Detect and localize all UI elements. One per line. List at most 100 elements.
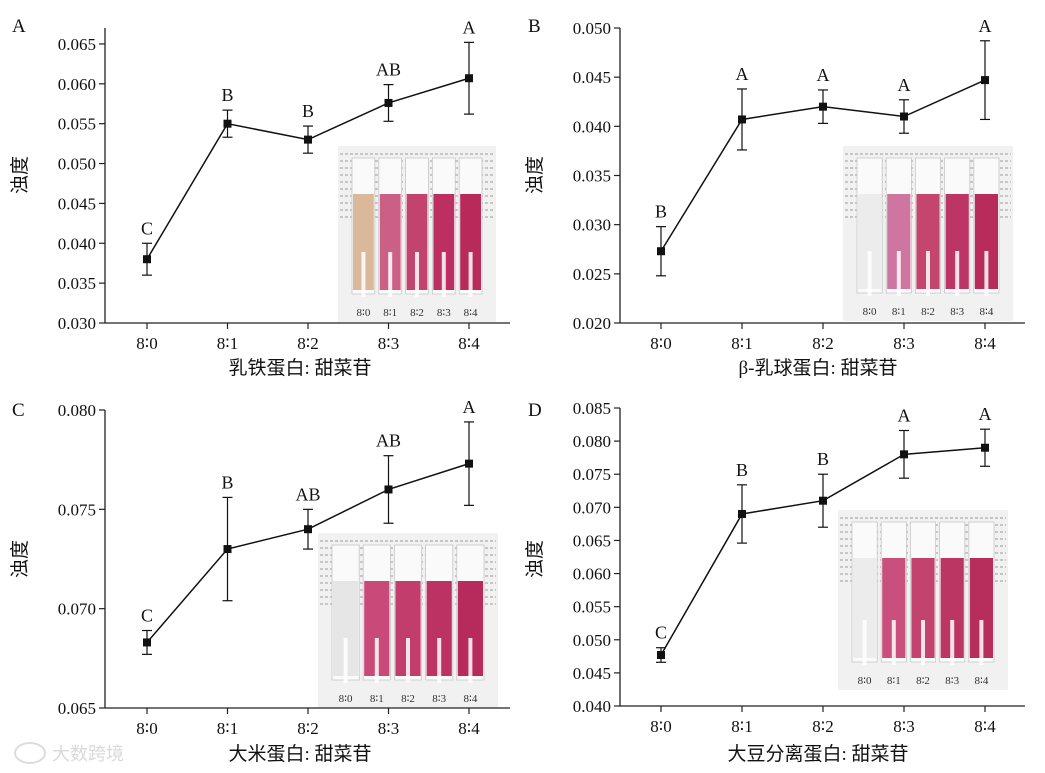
data-point: [143, 255, 151, 264]
y-tick-label: 0.060: [58, 75, 96, 94]
inset-tube-liquid: [858, 194, 882, 289]
inset-tube-holder: [867, 251, 872, 296]
inset-tube-liquid: [969, 558, 993, 658]
significance-letter: B: [817, 449, 829, 469]
data-point: [981, 76, 989, 85]
inset-label: 8∶1: [370, 693, 384, 705]
significance-letter: A: [463, 17, 476, 37]
data-point: [384, 98, 393, 107]
inset-tube-liquid: [853, 558, 877, 658]
inset-tube-holder: [361, 252, 366, 297]
inset-tube-liquid: [945, 194, 969, 289]
inset-tube-holder: [406, 638, 410, 683]
y-tick-label: 0.020: [573, 314, 611, 333]
panel-label: A: [12, 16, 26, 37]
significance-letter: A: [736, 64, 749, 84]
inset-tube-holder: [955, 251, 960, 296]
inset-tube-liquid: [940, 558, 964, 658]
y-tick-label: 0.045: [573, 664, 611, 683]
inset-tube-holder: [437, 638, 442, 683]
y-axis-label: 浊度: [524, 540, 546, 578]
inset-tube-liquid: [887, 194, 911, 289]
inset-tube-holder: [979, 620, 984, 665]
y-tick-label: 0.055: [573, 598, 611, 617]
x-tick-label: 8∶4: [458, 719, 480, 738]
y-axis-label: 浊度: [524, 156, 546, 194]
y-axis-label: 浊度: [9, 156, 31, 194]
x-tick-label: 8∶3: [893, 334, 914, 353]
panel-label: C: [12, 400, 25, 421]
data-point: [819, 496, 827, 505]
x-tick-label: 8∶1: [731, 334, 752, 353]
significance-letter: A: [463, 397, 476, 417]
inset-tube-holder: [415, 252, 419, 297]
significance-letter: AB: [376, 60, 401, 80]
y-tick-label: 0.060: [573, 565, 611, 584]
significance-letter: C: [141, 218, 153, 238]
inset-tube-liquid: [916, 194, 940, 289]
inset-label: 8∶4: [979, 306, 993, 318]
x-tick-label: 8∶2: [812, 334, 833, 353]
inset-tube-holder: [921, 620, 925, 665]
significance-letter: A: [979, 404, 992, 424]
significance-letter: AB: [295, 484, 320, 504]
inset-tube-holder: [896, 251, 901, 296]
x-tick-label: 8∶2: [812, 717, 833, 736]
x-tick-label: 8∶0: [136, 719, 157, 738]
significance-letter: C: [655, 623, 667, 643]
y-axis-label: 浊度: [9, 540, 31, 578]
panel-label: D: [528, 400, 542, 421]
y-tick-label: 0.080: [58, 401, 96, 420]
inset-tube-holder: [388, 252, 393, 297]
inset-photo-b: 8∶0 8∶1 8∶2 8∶3 8∶4: [843, 146, 1013, 321]
inset-tube-holder: [441, 252, 446, 297]
inset-tube-holder: [468, 638, 473, 683]
data-point: [143, 638, 151, 647]
inset-label: 8∶3: [950, 306, 964, 318]
y-tick-label: 0.035: [573, 167, 611, 186]
x-tick-label: 8∶4: [458, 334, 480, 353]
significance-letter: B: [302, 101, 314, 121]
inset-tube-liquid: [379, 194, 401, 290]
x-tick-label: 8∶0: [650, 717, 671, 736]
y-tick-label: 0.085: [573, 399, 611, 418]
x-axis-label: 大米蛋白: 甜菜苷: [228, 743, 371, 765]
y-tick-label: 0.055: [58, 115, 96, 134]
x-tick-label: 8∶0: [650, 334, 671, 353]
x-axis-label: β-乳球蛋白: 甜菜苷: [738, 357, 897, 379]
y-tick-label: 0.045: [573, 68, 611, 87]
data-point: [819, 102, 827, 111]
significance-letter: A: [817, 65, 830, 85]
inset-label: 8∶4: [464, 307, 478, 319]
data-point: [223, 119, 232, 128]
y-tick-label: 0.080: [573, 432, 611, 451]
inset-label: 8∶3: [945, 675, 959, 687]
x-tick-label: 8∶0: [136, 334, 157, 353]
inset-label: 8∶1: [887, 675, 901, 687]
data-point: [900, 112, 908, 121]
y-tick-label: 0.065: [573, 531, 611, 550]
inset-tube-holder: [374, 638, 379, 683]
y-tick-label: 0.025: [573, 265, 611, 284]
y-tick-label: 0.045: [58, 194, 96, 213]
inset-tube-liquid: [460, 194, 481, 290]
panel-d: 8∶0 8∶1 8∶2 8∶3 8∶4 0.040 0.045 0.050 0.055 0.060…: [524, 399, 1025, 765]
inset-tube-liquid: [406, 194, 428, 290]
x-tick-label: 8∶3: [893, 717, 914, 736]
watermark: 大数跨境: [14, 740, 124, 766]
inset-tube-holder: [468, 252, 473, 297]
data-point: [384, 485, 393, 494]
inset-tube-holder: [862, 620, 867, 665]
inset-label: 8∶0: [858, 675, 872, 687]
data-point: [657, 651, 665, 660]
y-tick-label: 0.075: [58, 500, 96, 519]
y-tick-label: 0.070: [58, 600, 96, 619]
y-tick-label: 0.050: [573, 19, 611, 38]
x-tick-label: 8∶3: [378, 719, 399, 738]
data-point: [900, 450, 908, 459]
inset-photo-a: 8∶0 8∶1 8∶2 8∶3 8∶4: [338, 146, 496, 322]
inset-tube-liquid: [911, 558, 935, 658]
x-axis-label: 大豆分离蛋白: 甜菜苷: [727, 743, 908, 765]
x-tick-label: 8∶2: [297, 334, 318, 353]
